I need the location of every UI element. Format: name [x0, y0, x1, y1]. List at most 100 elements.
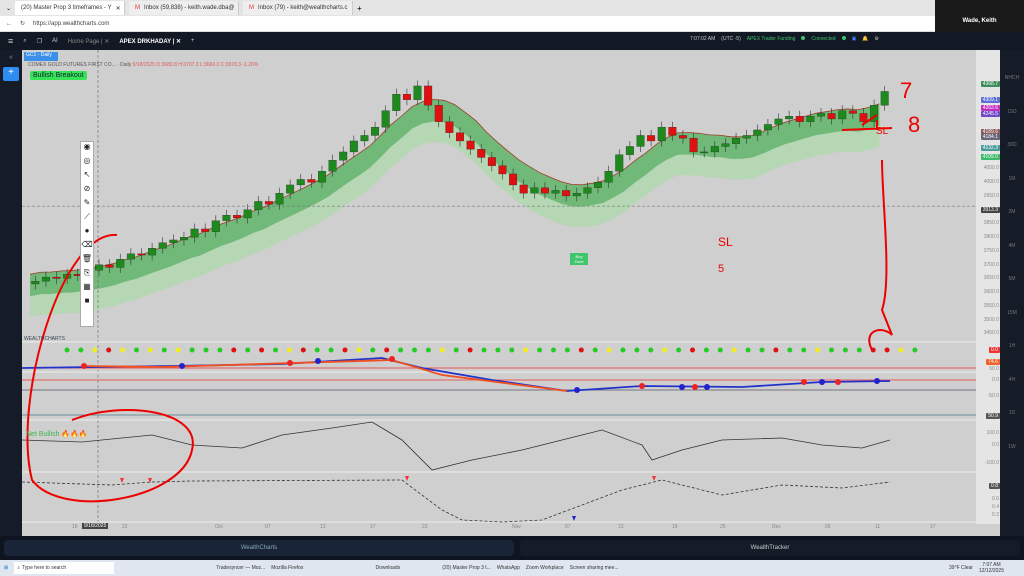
drawing-tool-icon[interactable]: ⊘ — [83, 184, 91, 193]
tab-wealthtracker[interactable]: WealthTracker — [520, 540, 1020, 556]
taskbar-search[interactable]: ⌕ Type here to search — [14, 562, 115, 574]
candle-body — [371, 127, 380, 136]
taskbar-item[interactable]: (20) Master Prop 3 t... — [442, 565, 491, 571]
tab-label: APEX DRKHADAY — [119, 38, 171, 45]
ai-button[interactable]: AI — [52, 38, 58, 44]
layers-icon[interactable]: ❐ — [36, 38, 43, 45]
drawing-tool-icon[interactable]: ● — [84, 226, 90, 235]
timeframe-button[interactable]: 1W — [1008, 443, 1016, 450]
oscillator-dot — [819, 379, 825, 385]
candle-body — [636, 135, 645, 147]
system-clock[interactable]: 7:07 AM 12/12/2025 — [978, 562, 1004, 574]
search-icon[interactable]: ⌕ — [23, 37, 27, 44]
collapse-icon[interactable]: « — [9, 54, 13, 61]
timeframe-button[interactable]: 1D — [1008, 410, 1016, 416]
new-tab-button[interactable]: + — [357, 3, 362, 13]
connection-status: Connected — [811, 36, 836, 42]
candle-body — [859, 113, 868, 122]
add-tab-button[interactable]: + — [191, 38, 195, 44]
drawing-tool-icon[interactable]: ⌫ — [81, 240, 93, 249]
chart-area[interactable]: 7 8 SL SL 5 — [22, 50, 1000, 536]
back-icon[interactable]: ← — [6, 20, 12, 27]
taskbar-item[interactable]: Zoom Workplace — [525, 565, 564, 571]
candle-body — [487, 157, 496, 166]
date-label: Nov — [512, 524, 521, 530]
price-axis[interactable]: 4050.0 4000.0 3950.0 3850.0 3800.0 3750.0 3700… — [976, 50, 1000, 524]
candle-body — [742, 135, 751, 139]
indicator-label: 100.0 — [986, 430, 999, 436]
signal-dot — [912, 347, 918, 353]
symbol-tab[interactable]: GC1 - Daily — [24, 52, 58, 61]
timeframe-button[interactable]: 30D — [1007, 142, 1017, 148]
signal-dot — [259, 347, 265, 353]
timeframe-button[interactable]: 4H — [1008, 376, 1016, 383]
ema-line — [29, 99, 880, 275]
bell-icon[interactable]: 🔔 — [862, 36, 869, 42]
drawing-tool-icon[interactable]: ⟋ — [84, 212, 90, 221]
gear-icon[interactable]: ⚙ — [874, 36, 880, 42]
candle-body — [190, 228, 199, 238]
reload-icon[interactable]: ↻ — [20, 21, 26, 27]
drawing-tool-icon[interactable]: ↖ — [83, 170, 91, 179]
tab-apex[interactable]: APEX DRKHADAY | ✕ — [119, 38, 182, 45]
date-label: 22 — [122, 524, 128, 530]
signal-dot — [120, 347, 126, 353]
bottom-tabs: WealthCharts WealthTracker — [0, 536, 1024, 560]
signal-dot — [745, 347, 751, 353]
drawing-tool-icon[interactable]: 🗑 — [81, 254, 93, 263]
candle-body — [105, 264, 114, 268]
drawing-tool-icon[interactable]: ▦ — [83, 282, 91, 291]
timeframe-button[interactable]: 15D — [1007, 108, 1017, 115]
date-label: Oct — [215, 524, 223, 530]
candle-body — [721, 143, 730, 147]
drawing-tool-icon[interactable]: ◉ — [83, 142, 91, 151]
drawing-tool-icon[interactable]: ◎ — [83, 156, 91, 165]
taskbar-item[interactable]: Screen sharing mee... — [569, 565, 619, 571]
taskbar-item[interactable]: Mozilla Firefox — [271, 565, 304, 571]
browser-tab[interactable]: (20) Master Prop 3 timeframes - Y ✕ — [15, 1, 126, 15]
timeframe-button[interactable]: 1H — [1008, 343, 1016, 349]
timeframe-button[interactable]: NHCH — [1004, 75, 1020, 81]
tab-list-icon[interactable]: ⌄ — [6, 5, 12, 12]
windows-icon[interactable]: ⊞ — [4, 565, 9, 571]
timeframe-button[interactable]: 2M — [1008, 209, 1016, 215]
chart-canvas[interactable]: 7 8 SL SL 5 — [22, 50, 1000, 536]
timeframe-button[interactable]: 15M — [1007, 309, 1017, 316]
timeframe-button[interactable]: 4M — [1008, 242, 1016, 249]
drawing-toolbar[interactable]: ◉ ◎ ↖ ⊘ ✎ ⟋ ● ⌫ 🗑 ⎘ ▦ ■ — [80, 141, 94, 327]
indicator-label: 0.0 — [992, 377, 999, 383]
candle-body — [795, 116, 804, 122]
signal-dot — [829, 347, 834, 353]
oscillator-dot — [315, 358, 321, 364]
url-field[interactable]: https://app.wealthcharts.com — [33, 20, 110, 27]
timeframe-button[interactable]: 5M — [1008, 276, 1016, 282]
taskbar-item[interactable]: Downloads — [375, 565, 401, 571]
signal-dot — [509, 347, 515, 353]
menu-icon[interactable]: ≡ — [8, 36, 14, 46]
price-label: 3650.0 — [983, 275, 999, 282]
candle-body — [169, 239, 178, 243]
drawing-tool-icon[interactable]: ■ — [84, 296, 90, 305]
taskbar-item[interactable]: Tradesyncer — Moz... — [216, 565, 266, 571]
signal-dot — [245, 347, 251, 353]
save-icon[interactable]: ▣ — [851, 36, 857, 42]
candle-body — [806, 116, 815, 122]
date-label: Dec — [772, 524, 781, 530]
oscillator-dot — [389, 356, 395, 362]
add-button[interactable]: + — [3, 67, 19, 81]
drawing-tool-icon[interactable]: ✎ — [83, 198, 91, 207]
timeframe-button[interactable]: 1M — [1008, 175, 1016, 182]
signal-dot — [551, 347, 556, 353]
taskbar-item[interactable]: WhatsApp — [496, 565, 520, 571]
signal-dot — [648, 347, 654, 353]
signal-dot — [759, 347, 765, 353]
tab-wealthcharts[interactable]: WealthCharts — [4, 540, 514, 556]
oscillator-line-bear — [81, 359, 568, 392]
annotation-circle — [26, 233, 194, 503]
tab-home-page[interactable]: Home Page | ✕ — [67, 38, 110, 45]
candle-body — [233, 215, 241, 219]
drawing-tool-icon[interactable]: ⎘ — [83, 268, 91, 277]
indicator-label: -100.0 — [984, 460, 999, 466]
